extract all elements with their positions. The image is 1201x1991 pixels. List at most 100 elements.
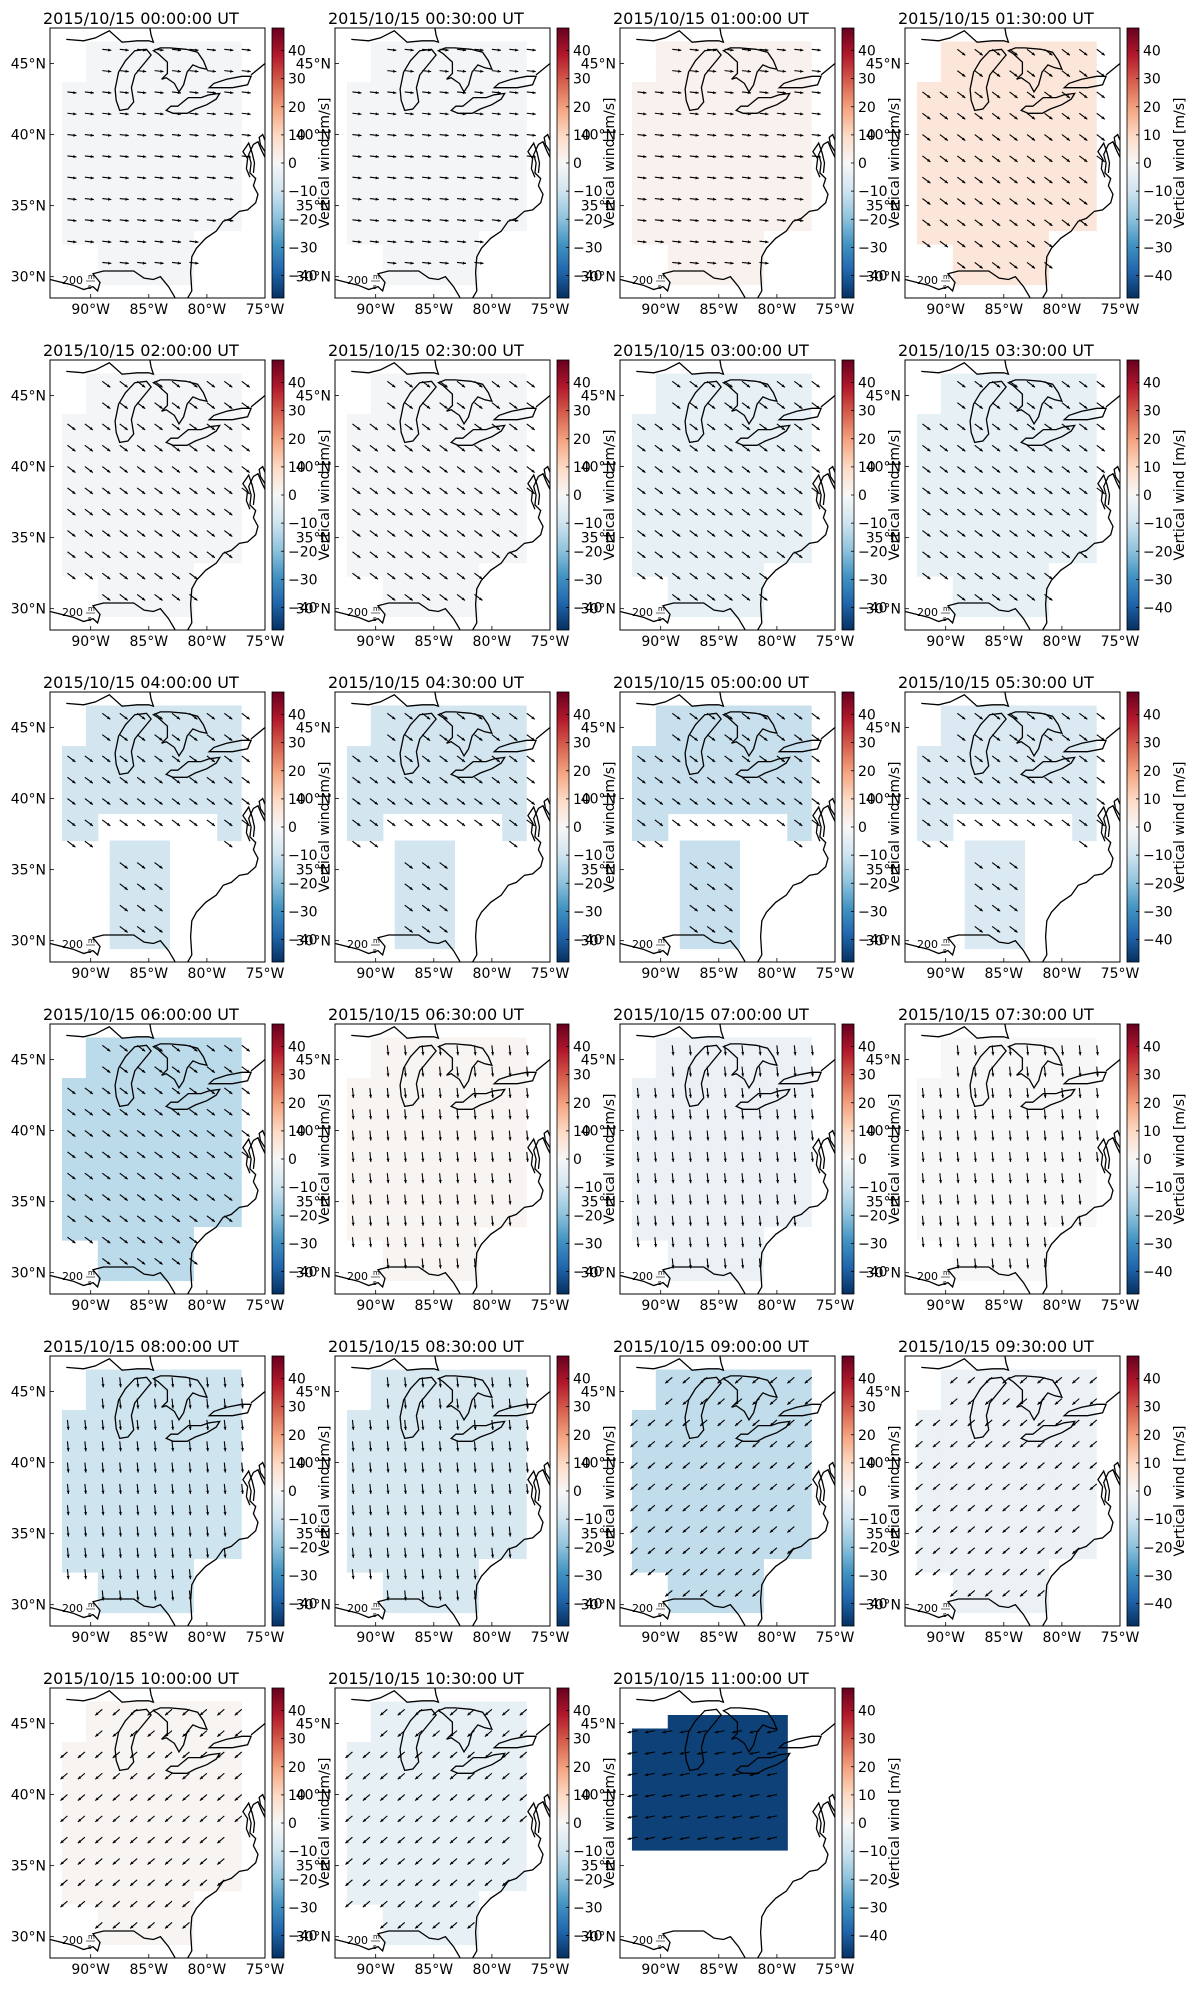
wind-cell bbox=[929, 123, 942, 137]
wind-cell bbox=[371, 509, 384, 523]
wind-cell bbox=[74, 760, 87, 774]
wind-cell bbox=[1072, 522, 1085, 536]
wind-cell bbox=[977, 576, 990, 590]
wind-cell bbox=[775, 509, 788, 523]
wind-cell bbox=[371, 733, 384, 747]
wind-cell bbox=[917, 163, 930, 177]
wind-cell bbox=[775, 204, 788, 218]
wind-cell bbox=[371, 374, 384, 388]
colorbar-tick-label: −20 bbox=[1143, 212, 1173, 228]
wind-cell bbox=[514, 82, 527, 96]
wind-cell bbox=[181, 468, 194, 482]
wind-cell bbox=[929, 109, 942, 123]
wind-cell bbox=[668, 244, 681, 258]
wind-cell bbox=[419, 204, 432, 218]
wind-cell bbox=[395, 603, 408, 617]
wind-cell bbox=[632, 495, 645, 509]
wind-cell bbox=[122, 908, 135, 922]
wind-cell bbox=[668, 787, 681, 801]
wind-cell bbox=[193, 163, 206, 177]
lon-tick-label: 80°W bbox=[758, 634, 797, 650]
wind-cell bbox=[454, 387, 467, 401]
wind-cell bbox=[229, 509, 242, 523]
wind-cell bbox=[407, 136, 420, 150]
wind-cell bbox=[763, 787, 776, 801]
wind-cell bbox=[656, 455, 669, 469]
wind-cell bbox=[929, 231, 942, 245]
wind-cell bbox=[395, 509, 408, 523]
wind-cell bbox=[98, 719, 111, 733]
wind-cell bbox=[431, 231, 444, 245]
wind-cell bbox=[407, 719, 420, 733]
wind-cell bbox=[1072, 150, 1085, 164]
map-plot-area bbox=[620, 28, 870, 311]
wind-cell bbox=[383, 590, 396, 604]
wind-cell bbox=[514, 414, 527, 428]
wind-cell bbox=[466, 603, 479, 617]
wind-cell bbox=[347, 190, 360, 204]
wind-cell bbox=[775, 177, 788, 191]
wind-cell bbox=[787, 163, 800, 177]
wind-cell bbox=[490, 55, 503, 69]
wind-cell bbox=[502, 522, 515, 536]
wind-cell bbox=[110, 468, 123, 482]
wind-cell bbox=[917, 96, 930, 110]
wind-cell bbox=[739, 109, 752, 123]
wind-cell bbox=[1084, 163, 1097, 177]
map-plot-area bbox=[905, 360, 1155, 643]
wind-cell bbox=[383, 787, 396, 801]
wind-cell bbox=[98, 760, 111, 774]
wind-cell bbox=[632, 441, 645, 455]
wind-cell bbox=[965, 177, 978, 191]
wind-cell bbox=[443, 163, 456, 177]
wind-cell bbox=[704, 204, 717, 218]
wind-cell bbox=[751, 136, 764, 150]
wind-cell bbox=[454, 258, 467, 272]
wind-cell bbox=[110, 536, 123, 550]
wind-cell bbox=[1084, 123, 1097, 137]
wind-cell bbox=[407, 881, 420, 895]
wind-cell bbox=[217, 509, 230, 523]
wind-cell bbox=[383, 190, 396, 204]
wind-cell bbox=[169, 136, 182, 150]
wind-cell bbox=[169, 603, 182, 617]
wind-cell bbox=[680, 576, 693, 590]
wind-cell bbox=[680, 387, 693, 401]
panel-title: 2015/10/15 04:30:00 UT bbox=[328, 673, 524, 692]
panel-title: 2015/10/15 03:30:00 UT bbox=[898, 341, 1094, 360]
wind-cell bbox=[193, 522, 206, 536]
wind-cell bbox=[704, 563, 717, 577]
wind-cell bbox=[1013, 69, 1026, 83]
lon-tick-label: 90°W bbox=[641, 634, 680, 650]
wind-cell bbox=[1001, 576, 1014, 590]
wind-cell bbox=[977, 204, 990, 218]
wind-cell bbox=[716, 387, 729, 401]
wind-cell bbox=[169, 96, 182, 110]
wind-cell bbox=[728, 563, 741, 577]
wind-cell bbox=[158, 760, 171, 774]
wind-cell bbox=[419, 706, 432, 720]
wind-cell bbox=[704, 258, 717, 272]
wind-cell bbox=[158, 733, 171, 747]
wind-cell bbox=[419, 82, 432, 96]
wind-cell bbox=[371, 495, 384, 509]
wind-cell bbox=[62, 163, 75, 177]
wind-cell bbox=[490, 217, 503, 231]
wind-cell bbox=[86, 787, 99, 801]
wind-cell bbox=[704, 522, 717, 536]
lat-tick-label: 40°N bbox=[866, 460, 901, 476]
wind-cell bbox=[763, 800, 776, 814]
wind-cell bbox=[644, 455, 657, 469]
wind-cell bbox=[929, 204, 942, 218]
wind-cell bbox=[169, 244, 182, 258]
wind-cell bbox=[454, 576, 467, 590]
wind-cell bbox=[799, 96, 812, 110]
wind-cell bbox=[181, 455, 194, 469]
wind-cell bbox=[371, 69, 384, 83]
wind-cell bbox=[347, 217, 360, 231]
wind-cell bbox=[431, 536, 444, 550]
wind-cell bbox=[158, 55, 171, 69]
arrow-scale-label: 200 bbox=[917, 606, 938, 619]
wind-cell bbox=[917, 231, 930, 245]
